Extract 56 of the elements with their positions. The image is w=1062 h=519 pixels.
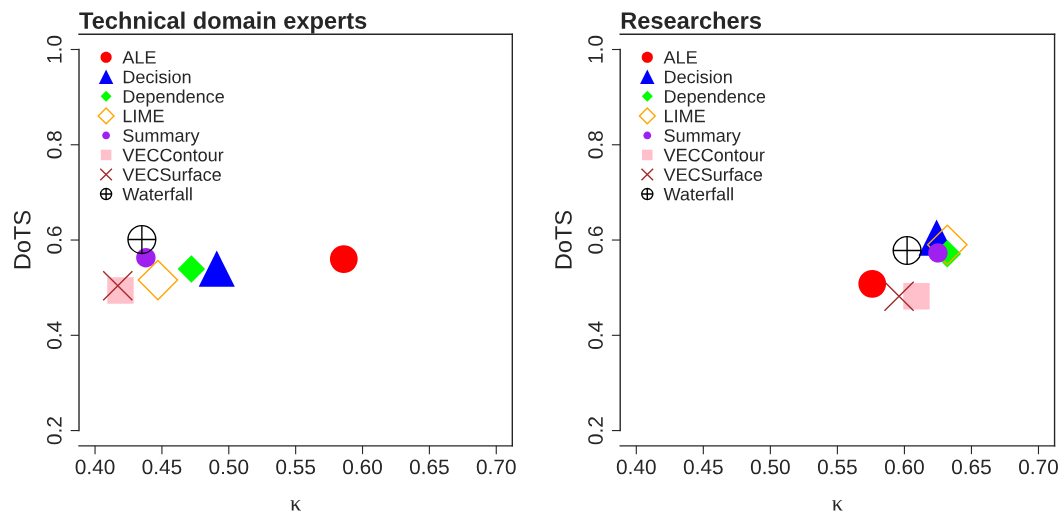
legend-label: VECSurface — [663, 167, 763, 181]
legend-label: ALE — [122, 51, 156, 64]
point — [883, 280, 915, 312]
x-tick-label: 0.60 — [884, 459, 924, 475]
y-tick-label: 1.0 — [588, 35, 603, 63]
legend-label: LIME — [665, 109, 705, 123]
legend-label: Dependence — [123, 89, 224, 107]
y-tick-label: 0.2 — [46, 417, 62, 445]
x-tick-label: 0.50 — [750, 459, 790, 475]
legend-label: Decision — [123, 70, 191, 84]
point — [107, 277, 134, 304]
y-tick-label: 0.4 — [46, 321, 62, 349]
x-axis-title: κ — [832, 500, 843, 511]
chart-title: Researchers — [621, 11, 762, 29]
y-tick-label: 0.6 — [46, 226, 62, 254]
point — [926, 224, 968, 266]
y-tick-label: 0.4 — [588, 321, 603, 349]
y-axis-title: DoTS — [13, 210, 31, 269]
x-tick-label: 0.55 — [817, 459, 857, 475]
point — [102, 270, 134, 302]
x-tick-label: 0.40 — [75, 459, 115, 475]
point — [329, 245, 358, 273]
legend-label: Summary — [123, 129, 200, 146]
legend-label: Summary — [664, 129, 741, 146]
legend-label: Dependence — [665, 89, 766, 107]
y-axis-title: DoTS — [555, 210, 572, 269]
x-tick-label: 0.45 — [683, 459, 723, 475]
point — [858, 269, 887, 298]
x-tick-label: 0.55 — [276, 459, 316, 475]
legend-label: VECContour — [122, 148, 224, 162]
legend-label: VECSurface — [122, 167, 221, 181]
legend-label: LIME — [123, 109, 164, 123]
x-tick-label: 0.65 — [409, 459, 449, 475]
legend-label: Decision — [665, 70, 732, 84]
y-tick-label: 0.2 — [588, 417, 603, 445]
y-tick-label: 0.6 — [588, 226, 603, 254]
y-tick-label: 0.8 — [46, 131, 62, 159]
point — [177, 255, 206, 283]
x-tick-label: 0.70 — [1019, 459, 1058, 475]
point — [137, 259, 179, 301]
legend-label: Waterfall — [122, 187, 192, 201]
x-tick-label: 0.65 — [951, 459, 991, 475]
y-tick-label: 0.8 — [588, 131, 603, 159]
point — [903, 283, 930, 310]
x-tick-label: 0.60 — [343, 459, 382, 475]
x-axis-title: κ — [290, 500, 301, 511]
x-tick-label: 0.70 — [476, 459, 516, 475]
legend-label: Waterfall — [663, 187, 733, 201]
x-tick-label: 0.45 — [142, 459, 182, 475]
y-tick-label: 1.0 — [46, 35, 62, 63]
legend-label: VECContour — [663, 148, 765, 162]
x-tick-label: 0.40 — [616, 459, 656, 475]
legend-label: ALE — [663, 51, 697, 64]
point — [198, 250, 235, 287]
chart-title: Technical domain experts — [79, 11, 367, 34]
x-tick-label: 0.50 — [209, 459, 249, 475]
